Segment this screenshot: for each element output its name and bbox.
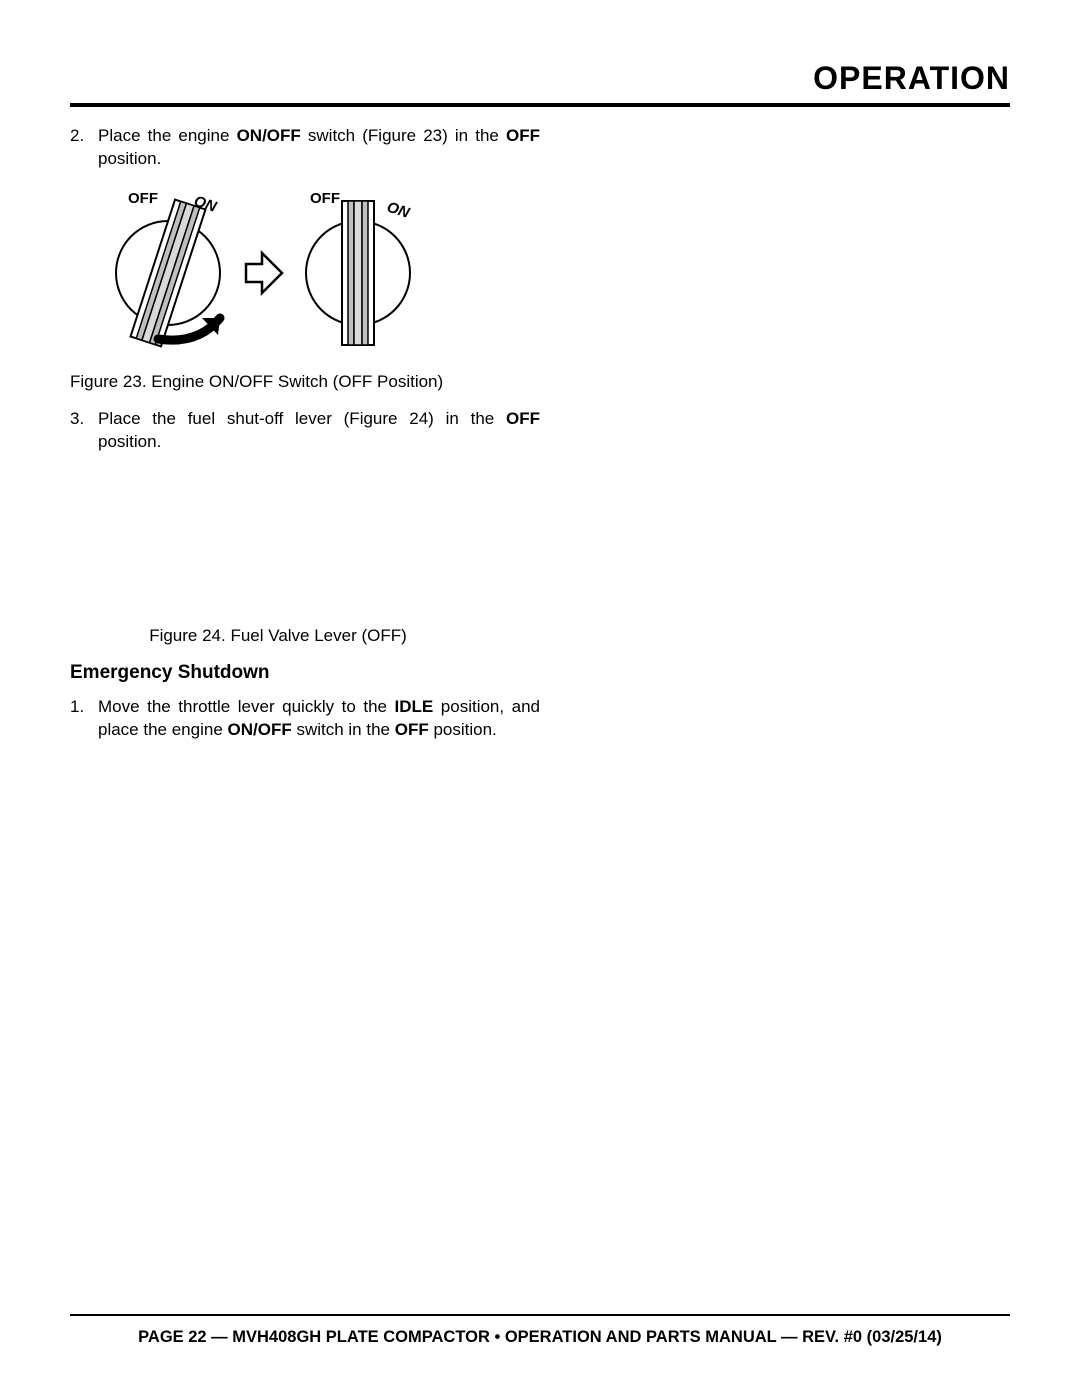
text: switch (Figure 23) in the <box>301 126 506 145</box>
step-2: 2. Place the engine ON/OFF switch (Figur… <box>70 125 540 171</box>
figure-24-caption: Figure 24. Fuel Valve Lever (OFF) <box>98 626 458 646</box>
text: position. <box>429 720 497 739</box>
emergency-step-1: 1. Move the throttle lever quickly to th… <box>70 696 540 742</box>
text: Place the engine <box>98 126 237 145</box>
figure-23: OFF ON OFF ON <box>98 183 540 358</box>
step-body: Place the engine ON/OFF switch (Figure 2… <box>98 125 540 171</box>
page-footer: PAGE 22 — MVH408GH PLATE COMPACTOR • OPE… <box>70 1314 1010 1347</box>
text: position. <box>98 149 161 168</box>
engine-switch-diagram-icon: OFF ON OFF ON <box>98 183 428 358</box>
text: Move the throttle lever quickly to the <box>98 697 395 716</box>
step-number: 2. <box>70 125 98 171</box>
step-body: Move the throttle lever quickly to the I… <box>98 696 540 742</box>
on-label: ON <box>385 199 413 222</box>
bold-text: OFF <box>506 126 540 145</box>
step-3: 3. Place the fuel shut-off lever (Figure… <box>70 408 540 454</box>
bold-text: ON/OFF <box>237 126 301 145</box>
step-body: Place the fuel shut-off lever (Figure 24… <box>98 408 540 454</box>
bold-text: OFF <box>395 720 429 739</box>
text: position. <box>98 432 161 451</box>
off-label: OFF <box>310 190 340 207</box>
off-label: OFF <box>128 190 158 207</box>
step-number: 1. <box>70 696 98 742</box>
bold-text: ON/OFF <box>228 720 292 739</box>
content-column: 2. Place the engine ON/OFF switch (Figur… <box>70 125 540 742</box>
step-number: 3. <box>70 408 98 454</box>
figure-23-caption: Figure 23. Engine ON/OFF Switch (OFF Pos… <box>70 372 540 392</box>
arrow-icon <box>246 253 282 293</box>
emergency-shutdown-heading: Emergency Shutdown <box>70 662 540 684</box>
bold-text: OFF <box>506 409 540 428</box>
figure-24-placeholder <box>70 466 540 616</box>
text: Place the fuel shut-off lever (Figure 24… <box>98 409 506 428</box>
bold-text: IDLE <box>395 697 434 716</box>
page-title: OPERATION <box>70 60 1010 107</box>
text: switch in the <box>292 720 395 739</box>
